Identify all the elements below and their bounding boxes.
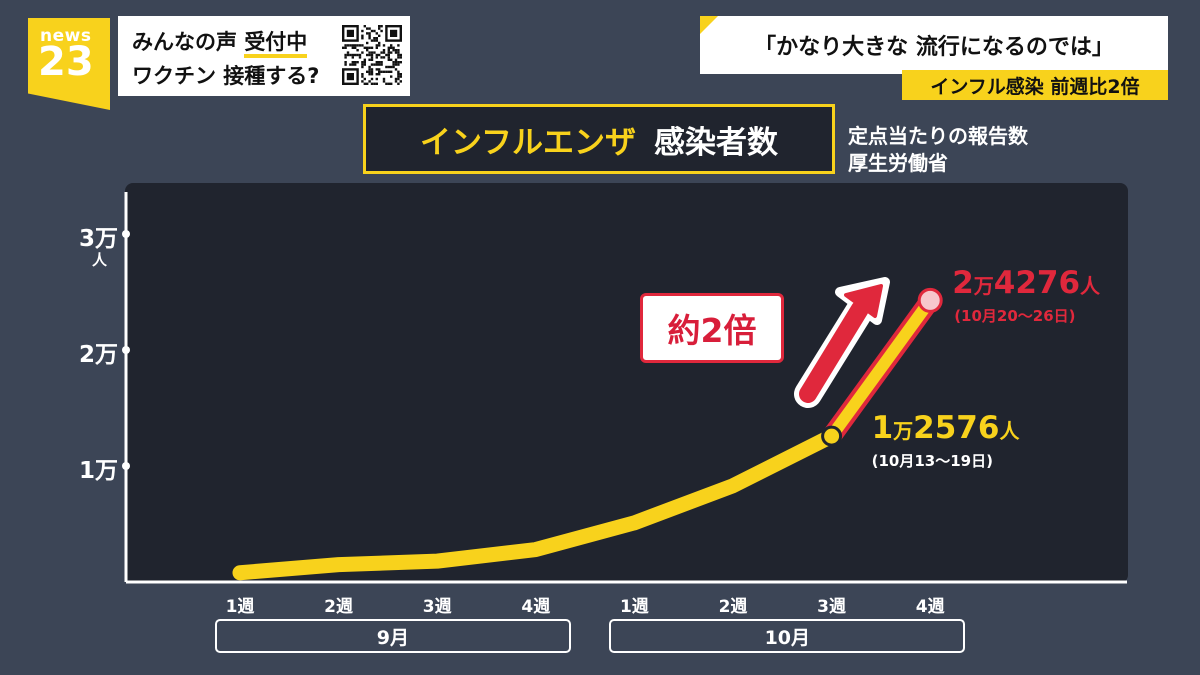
logo-text-news: news	[40, 26, 92, 46]
data-point-marker	[821, 425, 843, 447]
ratio-badge: 約2倍	[640, 293, 784, 363]
source-note-line2: 厚生労働省	[848, 151, 948, 175]
annotation-value-part: 2	[952, 265, 974, 302]
annotation-value: 2万4276人	[952, 265, 1100, 301]
y-tick-label: 3万	[78, 226, 118, 252]
qr-code-icon[interactable]	[342, 25, 402, 85]
annotation-date: (10月20〜26日)	[954, 307, 1076, 326]
highlight-segment-inner	[825, 294, 937, 443]
source-note-line1: 定点当たりの報告数	[848, 124, 1028, 148]
annotation-value-part: 万	[893, 419, 914, 444]
y-tick-mark	[122, 346, 130, 354]
voice-line1: みんなの声 受付中	[132, 26, 308, 58]
y-tick-mark	[122, 462, 130, 470]
x-tick-label: 2週	[718, 597, 748, 617]
voice-line1-highlight: 受付中	[244, 30, 308, 58]
data-point-marker-latest	[917, 287, 943, 313]
news23-logo: news 23	[28, 18, 110, 110]
voice-line1-prefix: みんなの声	[132, 30, 245, 54]
annotation-value-part: 2576	[913, 410, 1000, 447]
headline-quote: 「かなり大きな 流行になるのでは」	[700, 16, 1168, 74]
x-tick-label: 3週	[817, 597, 847, 617]
annotation-date: (10月13〜19日)	[871, 452, 993, 471]
month-group-label: 10月	[609, 619, 966, 653]
series-line	[232, 428, 840, 581]
month-group-label: 9月	[215, 619, 571, 653]
y-tick-label: 2万	[78, 342, 118, 368]
x-tick-label: 3週	[422, 597, 452, 617]
annotation-value: 1万2576人	[872, 410, 1020, 446]
x-tick-label: 4週	[521, 597, 551, 617]
annotation-value-part: 1	[871, 410, 894, 447]
annotation-value-part: 4276	[993, 265, 1081, 302]
chart-title-box: インフルエンザ 感染者数	[363, 104, 835, 174]
y-tick-label: 1万	[78, 458, 118, 484]
subheadline: インフル感染 前週比2倍	[902, 70, 1168, 100]
increase-arrow-icon	[794, 277, 890, 408]
y-axis-unit: 人	[92, 251, 108, 269]
y-tick-mark	[122, 230, 130, 238]
annotation-value-part: 人	[999, 419, 1020, 444]
annotation-value-part: 万	[973, 274, 994, 299]
chart-title-main: インフルエンザ	[419, 124, 637, 161]
x-tick-label: 1週	[225, 597, 255, 617]
logo-text-23: 23	[38, 39, 94, 85]
headline-corner-accent	[700, 16, 718, 34]
x-tick-label: 1週	[619, 597, 649, 617]
annotation-value-part: 人	[1080, 274, 1101, 299]
x-tick-label: 4週	[915, 597, 945, 617]
chart-title-sub: 感染者数	[654, 124, 779, 161]
voice-line2: ワクチン 接種する?	[132, 64, 320, 88]
viewer-voice-panel[interactable]: みんなの声 受付中 ワクチン 接種する?	[118, 16, 410, 96]
x-tick-label: 2週	[324, 597, 354, 617]
